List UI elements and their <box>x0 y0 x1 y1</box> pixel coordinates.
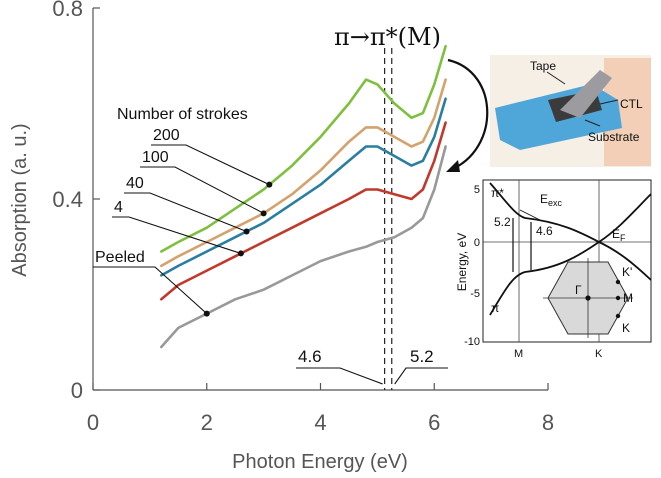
y-axis-title: Absorption (a. u.) <box>9 123 31 276</box>
series-3-line <box>160 121 447 301</box>
tape-pointer <box>546 71 566 85</box>
e-f-label: EF <box>612 227 626 243</box>
gamma-label: Γ <box>575 283 582 297</box>
series-4-line <box>160 145 447 349</box>
series-group <box>160 44 447 349</box>
x-axis-title: Photon Energy (eV) <box>232 451 408 473</box>
x-ticks: 0 2 4 6 8 <box>87 383 554 435</box>
x-tick-label-3: 6 <box>428 410 440 435</box>
curved-arrow <box>447 58 489 172</box>
peak-label-0: 4.6 <box>298 347 322 366</box>
peak-lines: 4.6 5.2 <box>296 48 448 390</box>
series-1-line <box>160 78 447 268</box>
e-exc-label: Eexc <box>540 192 563 208</box>
band-y-tick-label-3: -10 <box>464 336 480 348</box>
k-prime-point <box>615 279 621 285</box>
e-exc-pointer <box>519 209 541 221</box>
gamma-point <box>585 295 591 301</box>
callouts: 200 100 404 Peeled <box>93 127 273 317</box>
pi-star-label: π* <box>491 186 504 200</box>
series-2-pointer <box>124 192 247 232</box>
substrate-label: Substrate <box>588 130 640 144</box>
band-y-tick-label-0: 5 <box>474 184 480 196</box>
curved-arrow-head <box>446 160 460 172</box>
band-y-title: Energy, eV <box>455 233 469 291</box>
x-tick-label-2: 4 <box>314 410 326 435</box>
pi-star-band <box>489 182 652 281</box>
x-tick-label-4: 8 <box>542 410 554 435</box>
band-x-tick-m: M <box>514 348 523 360</box>
k-point <box>615 313 621 319</box>
peak-pointer-1 <box>394 367 448 385</box>
peak-pointer-0 <box>296 367 383 385</box>
x-tick-label-0: 0 <box>87 410 99 435</box>
y-ticks: 0 0.4 0.8 <box>52 0 100 403</box>
series-1-label: 100 <box>142 149 169 166</box>
series-4-pointer <box>93 266 208 315</box>
pi-band <box>489 193 652 316</box>
band-inset: π* π Eexc EF 5.2 4.6 Γ K' M K 50-5-10 M … <box>455 179 652 360</box>
m-point <box>615 295 621 301</box>
legend-title: Number of strokes <box>117 106 248 123</box>
transition-annotation: π→π*(M) <box>334 23 441 51</box>
series-4-label: Peeled <box>95 249 145 266</box>
y-tick-label-1: 0.4 <box>52 187 83 212</box>
x-tick-label-1: 2 <box>201 410 213 435</box>
bz-m-label: M <box>623 291 633 305</box>
y-tick-label-0: 0 <box>71 378 83 403</box>
photo-inset: Tape CTL Substrate <box>490 55 651 167</box>
series-1-pointer <box>140 166 264 214</box>
series-3-label: 4 <box>114 199 123 216</box>
series-0-pointer <box>151 144 270 186</box>
band-y-tick-label-2: -5 <box>470 288 480 300</box>
tape-label: Tape <box>530 59 556 73</box>
ctl-pointer <box>599 99 619 105</box>
series-3-pointer <box>112 216 242 254</box>
band-x-tick-k: K <box>595 348 603 360</box>
peak-label-1: 5.2 <box>410 347 434 366</box>
value-52-label: 5.2 <box>494 215 511 229</box>
series-0-line <box>160 44 447 253</box>
series-0-label: 200 <box>153 127 180 144</box>
tape-strip <box>560 70 612 118</box>
band-y-ticks: 5 0 -5 -10 <box>464 184 480 348</box>
y-tick-label-2: 0.8 <box>52 0 83 21</box>
series-2-label: 40 <box>126 175 144 192</box>
bz-k-label: K <box>622 321 630 335</box>
series-2-line <box>160 97 447 277</box>
k-prime-label: K' <box>622 265 632 279</box>
value-46-label: 4.6 <box>536 224 553 238</box>
pi-label: π <box>491 301 499 315</box>
substrate-pointer <box>584 119 601 127</box>
band-y-tick-label-1: 0 <box>474 237 480 249</box>
ctl-label: CTL <box>620 97 643 111</box>
